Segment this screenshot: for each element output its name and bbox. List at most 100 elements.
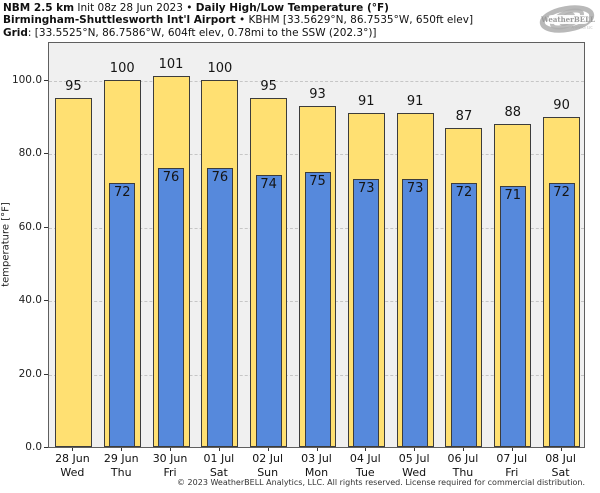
- x-label-date: 08 Jul: [545, 452, 576, 465]
- init-time: Init 08z 28 Jun 2023: [74, 2, 187, 14]
- y-tick-label: 60.0: [18, 220, 42, 233]
- x-category-label: 28 Jun Wed: [48, 452, 97, 479]
- x-tick-mark: [365, 448, 367, 451]
- low-value-label: 76: [162, 170, 180, 186]
- low-bar: 72: [548, 182, 575, 447]
- y-tick-label: 0.0: [25, 441, 42, 453]
- low-value-label: 76: [211, 170, 229, 186]
- x-category-label: 30 Jun Fri: [146, 452, 195, 479]
- high-value-label: 93: [309, 86, 326, 102]
- x-label-day: Sat: [209, 465, 228, 479]
- high-value-label: 91: [358, 93, 375, 109]
- grid-label: Grid: [3, 26, 28, 39]
- x-label-date: 06 Jul: [447, 452, 479, 465]
- product-title: Daily High/Low Temperature (°F): [195, 2, 389, 14]
- x-category-label: 05 Jul Wed: [390, 452, 439, 479]
- x-label-day: Fri: [163, 465, 177, 479]
- x-label-day: Sat: [551, 465, 570, 479]
- x-tick-mark: [316, 448, 318, 451]
- gridline-100: [49, 80, 584, 82]
- high-value-label: 91: [406, 93, 424, 109]
- y-tick-mark: [44, 226, 48, 228]
- copyright-notice: © 2023 WeatherBELL Analytics, LLC. All r…: [177, 478, 585, 487]
- x-label-date: 02 Jul: [252, 452, 284, 465]
- separator-dot: •: [186, 2, 196, 14]
- high-value-label: 100: [207, 60, 233, 76]
- header-line-3: Grid: [33.5525°N, 86.7586°W, 604ft elev,…: [3, 27, 533, 39]
- x-category-label: 04 Jul Tue: [341, 452, 390, 479]
- high-value-label: 95: [65, 79, 82, 95]
- y-tick-mark: [44, 373, 48, 375]
- y-tick-label: 20.0: [18, 367, 42, 380]
- high-bar: [54, 98, 92, 447]
- x-label-date: 07 Jul: [496, 452, 528, 465]
- low-value-label: 72: [553, 184, 570, 200]
- low-value-label: 71: [504, 188, 522, 204]
- x-tick-mark: [462, 448, 464, 451]
- x-category-label: 07 Jul Fri: [487, 452, 536, 479]
- x-label-day: Thu: [452, 465, 474, 479]
- x-label-day: Wed: [402, 465, 427, 479]
- x-label-day: Sun: [257, 465, 279, 479]
- y-tick-mark: [44, 153, 48, 155]
- y-tick-label: 100.0: [11, 73, 42, 86]
- low-value-label: 72: [455, 184, 473, 200]
- high-value-label: 101: [158, 57, 184, 73]
- low-bar: 74: [255, 175, 282, 447]
- header-line-2: Birmingham-Shuttlesworth Int'l Airport •…: [3, 14, 533, 26]
- low-value-label: 74: [260, 177, 277, 193]
- x-tick-mark: [170, 448, 172, 451]
- high-value-label: 95: [260, 79, 277, 95]
- logo-sub-text: Analytics LLC: [571, 26, 593, 30]
- low-bar: 73: [402, 179, 429, 447]
- x-category-label: 29 Jun Thu: [97, 452, 146, 479]
- y-tick-label: 40.0: [18, 294, 42, 307]
- y-tick-mark: [44, 79, 48, 81]
- y-axis-title: temperature [°F]: [0, 202, 12, 287]
- x-tick-mark: [121, 448, 123, 451]
- x-category-label: 06 Jul Thu: [439, 452, 488, 479]
- x-label-date: 05 Jul: [398, 452, 430, 465]
- grid-meta: : [33.5525°N, 86.7586°W, 604ft elev, 0.7…: [27, 26, 377, 39]
- x-label-date: 04 Jul: [349, 452, 381, 465]
- station-name: Birmingham-Shuttlesworth Int'l Airport: [3, 14, 236, 27]
- plot-area: 95 100 72 101 76 100 76 95 74 93 75 91 73 91 73 87 72 88 7…: [48, 42, 585, 448]
- x-label-date: 30 Jun: [152, 452, 188, 465]
- x-label-date: 03 Jul: [301, 452, 332, 465]
- low-bar: 73: [353, 179, 380, 447]
- x-tick-mark: [414, 448, 416, 451]
- low-bar: 72: [109, 182, 136, 447]
- x-label-day: Fri: [505, 465, 519, 479]
- model-name: NBM 2.5 km: [3, 2, 75, 14]
- y-tick-mark: [44, 447, 48, 448]
- y-tick-label: 80.0: [18, 147, 42, 160]
- x-label-date: 28 Jun: [55, 452, 90, 465]
- low-value-label: 73: [406, 181, 424, 197]
- x-label-day: Tue: [355, 465, 375, 479]
- x-tick-mark: [511, 448, 513, 451]
- weatherbell-logo: WeatherBELL Analytics LLC: [538, 2, 596, 38]
- x-category-label: 08 Jul Sat: [536, 452, 585, 479]
- high-value-label: 87: [455, 108, 473, 124]
- x-tick-mark: [267, 448, 269, 451]
- x-label-day: Mon: [304, 465, 329, 479]
- low-value-label: 75: [309, 173, 326, 189]
- header-line-1: NBM 2.5 km Init 08z 28 Jun 2023 • Daily …: [3, 2, 533, 14]
- weatherbell-swirl-icon: WeatherBELL Analytics LLC: [539, 5, 595, 33]
- x-tick-mark: [218, 448, 220, 451]
- x-tick-mark: [560, 448, 562, 451]
- x-label-date: 01 Jul: [203, 452, 235, 465]
- low-bar: 71: [499, 186, 526, 447]
- high-value-label: 90: [553, 97, 570, 113]
- logo-brand-text: WeatherBELL: [540, 15, 595, 24]
- high-value-label: 88: [504, 104, 522, 120]
- low-value-label: 72: [113, 184, 131, 200]
- x-label-date: 29 Jun: [103, 452, 139, 465]
- low-bar: 76: [158, 168, 185, 447]
- low-bar: 75: [304, 171, 331, 447]
- x-label-day: Thu: [110, 465, 132, 479]
- x-tick-mark: [72, 448, 74, 451]
- high-value-label: 100: [109, 60, 135, 76]
- x-label-day: Wed: [60, 465, 85, 479]
